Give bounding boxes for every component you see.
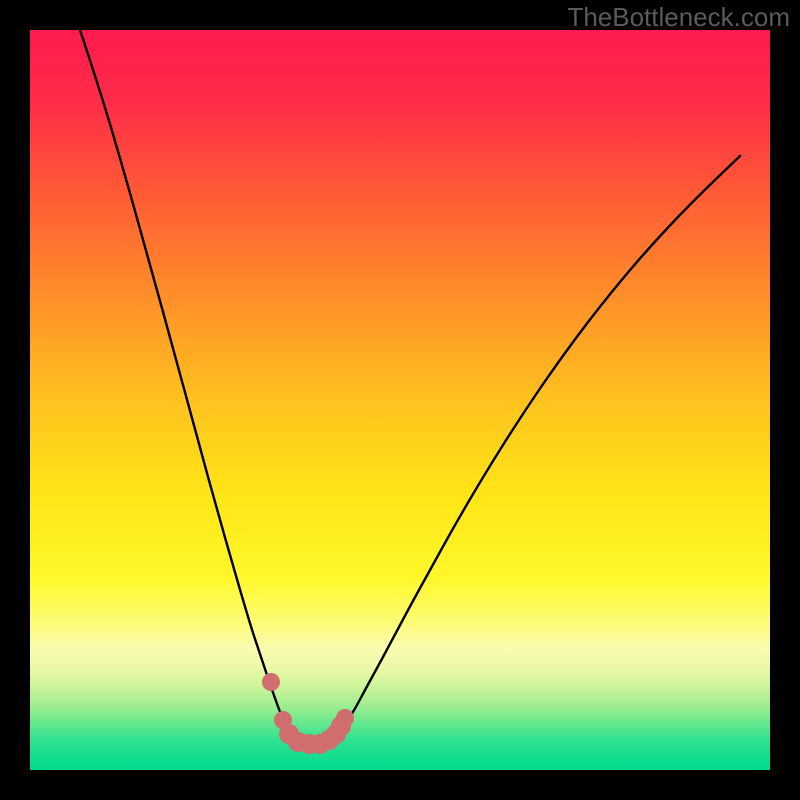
bottleneck-chart-svg <box>0 0 800 800</box>
chart-stage: TheBottleneck.com <box>0 0 800 800</box>
watermark-text: TheBottleneck.com <box>567 2 790 33</box>
gradient-plot-area <box>30 30 770 770</box>
curve-marker <box>336 709 354 727</box>
curve-marker <box>262 673 280 691</box>
